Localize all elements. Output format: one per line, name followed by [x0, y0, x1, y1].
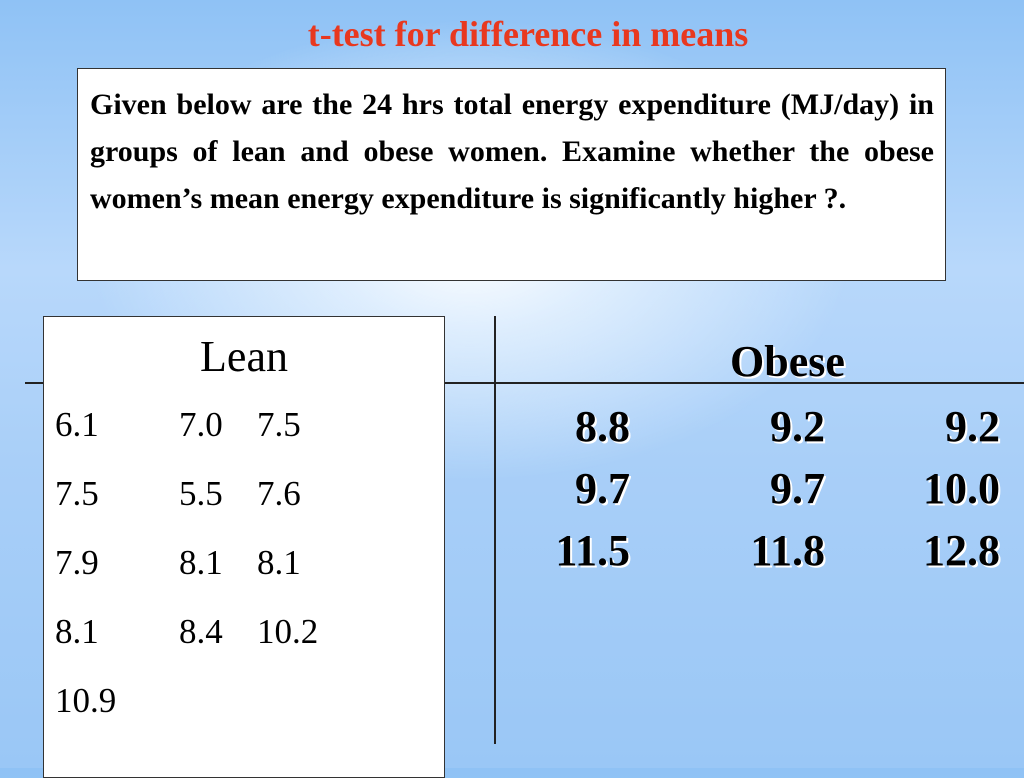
- obese-value: 10.0: [923, 464, 1000, 513]
- obese-values: 8.8 9.2 9.2 9.7 9.7 10.0 11.5 11.8 12.8: [520, 402, 1010, 588]
- obese-row: 8.8 9.2 9.2: [520, 402, 1010, 464]
- lean-values: 6.1 7.0 7.5 7.5 5.5 7.6 7.9 8.1 8.1 8.1 …: [55, 403, 435, 748]
- obese-value: 9.2: [945, 402, 1000, 451]
- obese-value: 9.7: [770, 464, 825, 513]
- horizontal-divider: [25, 382, 1024, 384]
- lean-value: 8.4: [179, 612, 223, 651]
- lean-value: 5.5: [179, 474, 223, 513]
- lean-row: 7.9 8.1 8.1: [55, 541, 435, 610]
- lean-row: 6.1 7.0 7.5: [55, 403, 435, 472]
- question-box: Given below are the 24 hrs total energy …: [77, 68, 946, 281]
- obese-value: 8.8: [575, 402, 630, 451]
- lean-value: 8.1: [179, 543, 223, 582]
- obese-value: 11.8: [750, 526, 825, 575]
- obese-row: 11.5 11.8 12.8: [520, 526, 1010, 588]
- slide-title: t-test for difference in means: [307, 14, 749, 54]
- lean-value: 10.2: [257, 612, 319, 651]
- obese-value: 9.7: [575, 464, 630, 513]
- obese-value: 11.5: [555, 526, 630, 575]
- obese-header: Obese: [730, 337, 845, 386]
- lean-value: 7.0: [179, 405, 223, 444]
- lean-row: 7.5 5.5 7.6: [55, 472, 435, 541]
- lean-value: 8.1: [55, 612, 99, 651]
- obese-value: 9.2: [770, 402, 825, 451]
- lean-value: 8.1: [257, 543, 301, 582]
- vertical-divider: [494, 316, 496, 744]
- lean-value: 7.5: [257, 405, 301, 444]
- lean-value: 7.5: [55, 474, 99, 513]
- lean-row: 8.1 8.4 10.2: [55, 610, 435, 679]
- lean-value: 7.9: [55, 543, 99, 582]
- lean-header: Lean: [200, 332, 288, 381]
- lean-row: 10.9: [55, 679, 435, 748]
- lean-value: 7.6: [257, 474, 301, 513]
- lean-value: 10.9: [55, 681, 117, 720]
- obese-row: 9.7 9.7 10.0: [520, 464, 1010, 526]
- obese-value: 12.8: [923, 526, 1000, 575]
- lean-column: Lean 6.1 7.0 7.5 7.5 5.5 7.6 7.9 8.1 8.1…: [43, 316, 445, 778]
- lean-value: 6.1: [55, 405, 99, 444]
